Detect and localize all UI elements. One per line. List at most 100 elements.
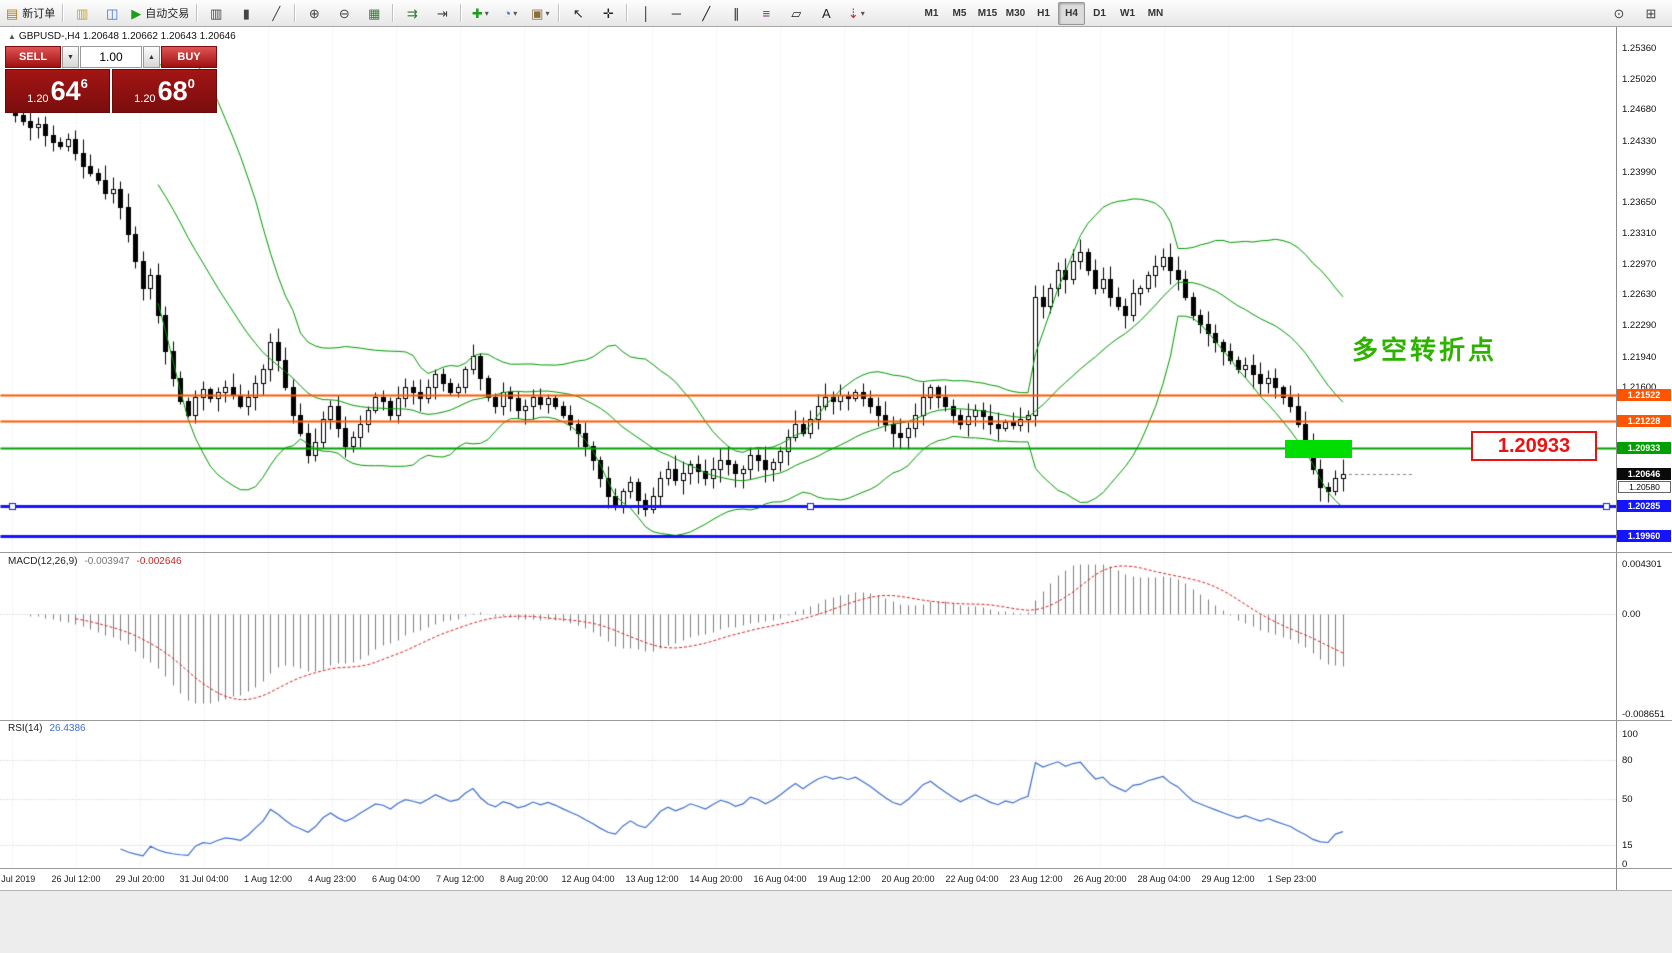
dropdown-caret-icon: ▾ <box>860 8 865 18</box>
crosshair-button[interactable]: ✛ <box>593 1 623 25</box>
price-tick: 1.25020 <box>1622 73 1657 85</box>
support-line-1-price-tag: 1.20285 <box>1617 500 1671 513</box>
zoom-in-button[interactable]: ⊕ <box>299 1 329 25</box>
down-arrow-icon: ▼ <box>67 53 74 61</box>
date-label: 14 Aug 20:00 <box>689 874 743 884</box>
dropdown-caret-icon: ▾ <box>484 8 489 18</box>
navigator-button[interactable]: ◫ <box>97 1 127 25</box>
crosshair-icon: ✛ <box>602 5 614 21</box>
search-icon: ⊙ <box>1613 5 1625 21</box>
periods-button[interactable]: ◔ ▾ <box>495 1 525 25</box>
data-window-button[interactable]: ▥ <box>67 1 97 25</box>
line-chart-button[interactable]: ╱ <box>261 1 291 25</box>
volume-decrease-button[interactable]: ▼ <box>62 46 79 68</box>
date-label: 20 Aug 20:00 <box>881 874 935 884</box>
channel-button[interactable]: ∥ <box>721 1 751 25</box>
arrows-button[interactable]: ⇣ ▾ <box>841 1 871 25</box>
new-window-button[interactable]: ⊞ <box>1636 1 1666 25</box>
toolbar-separator <box>392 4 395 22</box>
price-tick: 1.22970 <box>1622 258 1657 270</box>
channel-icon: ∥ <box>733 5 740 21</box>
sell-button[interactable]: SELL <box>5 46 61 68</box>
autotrading-button[interactable]: ▶ 自动交易 <box>127 1 193 25</box>
toolbar-right: ⊙ ⊞ <box>1604 1 1666 25</box>
timeframe-h4-button[interactable]: H4 <box>1058 2 1085 25</box>
zoom-out-button[interactable]: ⊖ <box>329 1 359 25</box>
horizontal-line-button[interactable]: ─ <box>661 1 691 25</box>
timeframe-m1-button[interactable]: M1 <box>924 8 939 19</box>
timeframe-d1-button[interactable]: D1 <box>1093 8 1106 19</box>
buy-price-prefix: 1.20 <box>134 93 156 105</box>
panel-divider-rsi[interactable] <box>0 720 1672 721</box>
resistance-line-1-price-tag: 1.21522 <box>1617 388 1671 401</box>
rsi-axis-tick: 80 <box>1622 755 1633 766</box>
date-label: 25 Jul 2019 <box>0 874 36 884</box>
timeframe-mn-button[interactable]: MN <box>1147 8 1164 19</box>
tile-windows-button[interactable]: ▦ <box>359 1 389 25</box>
panel-divider-macd[interactable] <box>0 552 1672 553</box>
collapse-arrow-icon[interactable]: ▲ <box>8 32 16 41</box>
buy-price-button[interactable]: 1.20 68 0 <box>112 69 217 113</box>
price-tick: 1.21600 <box>1622 382 1656 393</box>
price-tick: 1.23650 <box>1622 197 1657 209</box>
toolbar-separator <box>62 4 65 22</box>
sell-price-big: 64 <box>50 75 81 106</box>
shapes-button[interactable]: ▱ <box>781 1 811 25</box>
buy-button[interactable]: BUY <box>161 46 217 68</box>
templates-icon: ▣ <box>531 5 544 21</box>
date-label: 26 Jul 12:00 <box>51 874 101 884</box>
trendline-icon: ╱ <box>702 5 711 21</box>
price-tick: 1.24680 <box>1622 104 1657 116</box>
toolbar-separator <box>626 4 629 22</box>
price-tick: 1.21940 <box>1622 351 1657 363</box>
chart-shift-button[interactable]: ⇥ <box>427 1 457 25</box>
macd-signal-value: -0.002646 <box>136 556 182 567</box>
date-label: 26 Aug 20:00 <box>1073 874 1127 884</box>
timeframe-w1-button[interactable]: W1 <box>1120 8 1135 19</box>
vertical-line-button[interactable]: │ <box>631 1 661 25</box>
trendline-button[interactable]: ╱ <box>691 1 721 25</box>
chart-annotation-text[interactable]: 多空转折点 <box>1352 335 1498 365</box>
macd-axis-tick: -0.008651 <box>1622 709 1665 720</box>
line-chart-icon: ╱ <box>272 5 281 21</box>
text-button[interactable]: A <box>811 1 841 25</box>
auto-scroll-button[interactable]: ⇉ <box>397 1 427 25</box>
bar-chart-icon: ▥ <box>210 5 223 21</box>
timeframe-h1-button[interactable]: H1 <box>1037 8 1050 19</box>
toolbar-separator <box>294 4 297 22</box>
date-label: 1 Sep 23:00 <box>1267 874 1317 884</box>
volume-input[interactable] <box>80 46 142 68</box>
cursor-button[interactable]: ↖ <box>563 1 593 25</box>
bar-chart-button[interactable]: ▥ <box>201 1 231 25</box>
date-label: 19 Aug 12:00 <box>817 874 871 884</box>
date-label: 13 Aug 12:00 <box>625 874 679 884</box>
buy-price-sup: 0 <box>187 76 195 91</box>
indicators-button[interactable]: ✚ ▾ <box>465 1 495 25</box>
toolbar-separator <box>558 4 561 22</box>
highlight-rectangle[interactable] <box>1285 440 1352 458</box>
timeframe-m30-button[interactable]: M30 <box>1005 8 1026 19</box>
volume-increase-button[interactable]: ▲ <box>143 46 160 68</box>
search-button[interactable]: ⊙ <box>1604 1 1634 25</box>
candlestick-chart-button[interactable]: ▮ <box>231 1 261 25</box>
price-axis[interactable] <box>1616 26 1672 890</box>
price-callout[interactable]: 1.20933 <box>1471 431 1597 461</box>
macd-indicator-label: MACD(12,26,9) -0.003947 -0.002646 <box>8 556 182 567</box>
fibonacci-button[interactable]: ≡ <box>751 1 781 25</box>
timeframe-m15-button[interactable]: M15 <box>977 8 998 19</box>
arrows-icon: ⇣ <box>847 5 859 21</box>
dropdown-caret-icon: ▾ <box>545 8 550 18</box>
indicators-icon: ✚ <box>471 5 483 21</box>
rsi-axis-tick: 15 <box>1622 839 1633 851</box>
new-order-icon: ▤ <box>6 5 19 21</box>
secondary-price-tag: 1.20580 <box>1618 480 1671 493</box>
ohlc-text: GBPUSD-,H4 1.20648 1.20662 1.20643 1.206… <box>18 31 236 42</box>
timeframe-m5-button[interactable]: M5 <box>952 8 967 19</box>
sell-price-button[interactable]: 1.20 64 6 <box>5 69 110 113</box>
new-order-button[interactable]: ▤ 新订单 <box>2 1 59 25</box>
templates-button[interactable]: ▣ ▾ <box>525 1 555 25</box>
date-label: 8 Aug 20:00 <box>499 874 549 884</box>
date-label: 12 Aug 04:00 <box>561 874 615 884</box>
vertical-line-icon: │ <box>642 5 651 21</box>
